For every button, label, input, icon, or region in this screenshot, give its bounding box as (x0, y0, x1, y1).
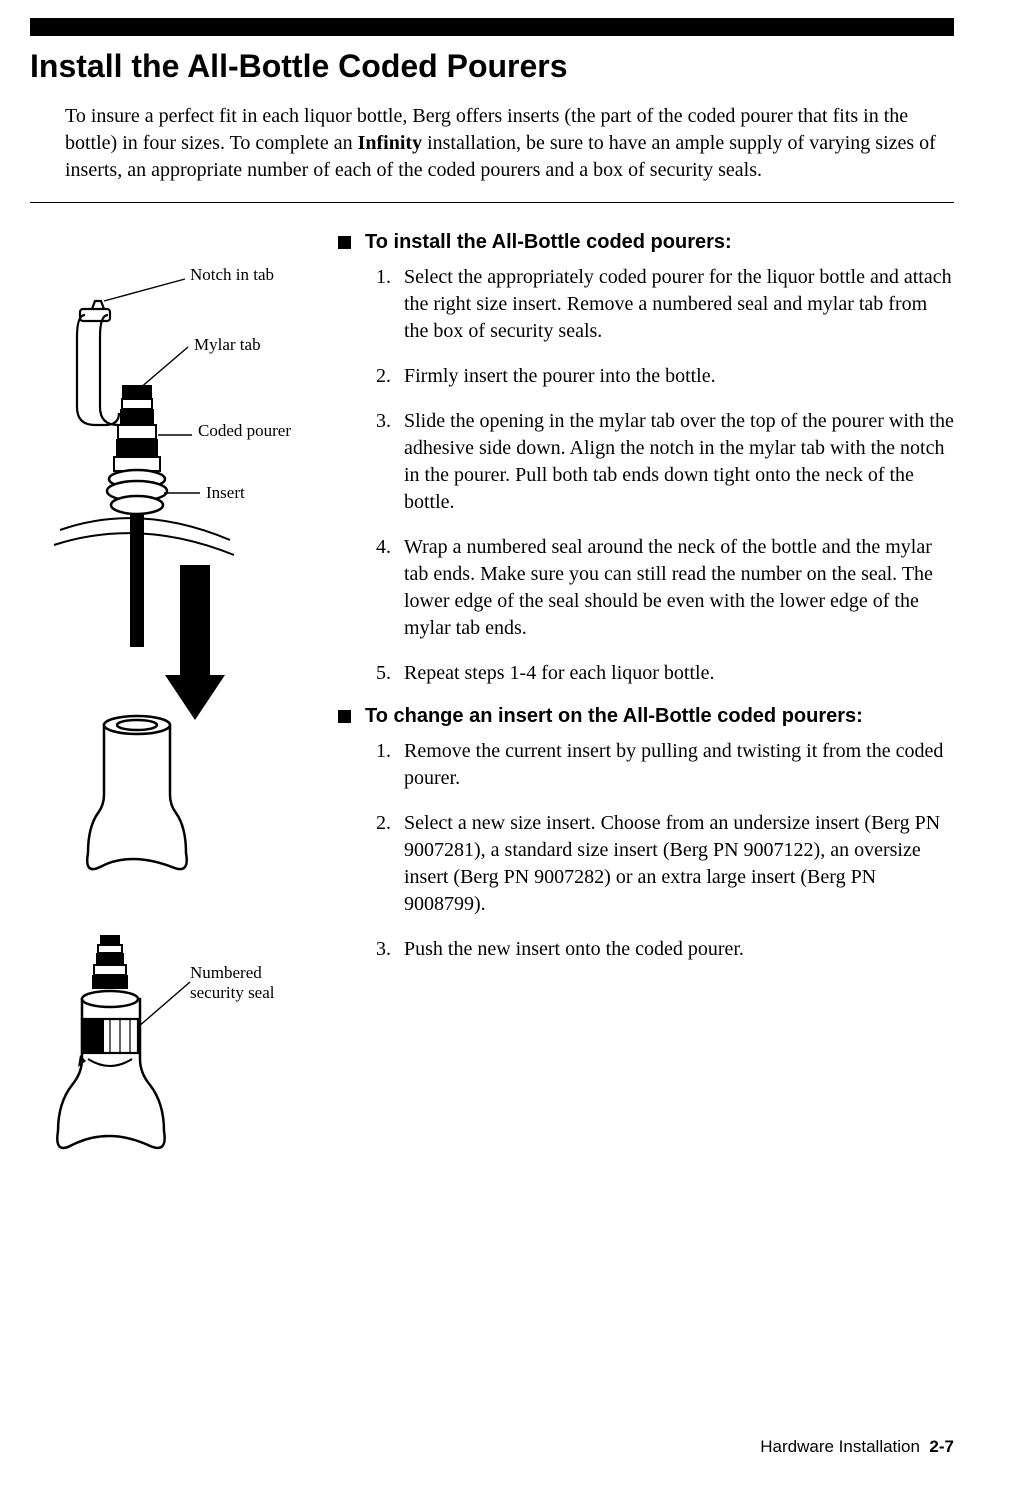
label-numbered-security-seal: Numbered security seal (190, 963, 310, 1004)
instruction-column: To install the All-Bottle coded pourers:… (338, 231, 954, 981)
step-item: Select the appropriately coded pourer fo… (396, 264, 954, 345)
pourer-assembly-svg (30, 265, 310, 905)
bullet-square-icon (338, 710, 351, 723)
bullet-square-icon (338, 236, 351, 249)
horizontal-rule (30, 202, 954, 203)
step-item: Slide the opening in the mylar tab over … (396, 408, 954, 516)
footer-section-name: Hardware Installation (760, 1437, 920, 1456)
step-item: Push the new insert onto the coded poure… (396, 936, 954, 963)
page-footer: Hardware Installation 2-7 (30, 1437, 954, 1457)
step-item: Repeat steps 1-4 for each liquor bottle. (396, 660, 954, 687)
figure-column: Notch in tab Mylar tab Coded pourer Inse… (30, 231, 310, 1217)
intro-bold-word: Infinity (358, 132, 422, 154)
label-insert: Insert (206, 483, 245, 503)
step-item: Select a new size insert. Choose from an… (396, 810, 954, 918)
section-2-steps: Remove the current insert by pulling and… (338, 738, 954, 963)
figure-security-seal: Numbered security seal (30, 927, 310, 1217)
header-black-bar (30, 18, 954, 36)
intro-paragraph: To insure a perfect fit in each liquor b… (65, 103, 954, 184)
label-coded-pourer: Coded pourer (198, 421, 291, 441)
section-1-title: To install the All-Bottle coded pourers: (365, 231, 732, 254)
step-item: Firmly insert the pourer into the bottle… (396, 363, 954, 390)
section-1-steps: Select the appropriately coded pourer fo… (338, 264, 954, 687)
section-1-heading: To install the All-Bottle coded pourers: (338, 231, 954, 254)
section-2-title: To change an insert on the All-Bottle co… (365, 705, 863, 728)
figure-pourer-assembly: Notch in tab Mylar tab Coded pourer Inse… (30, 265, 310, 905)
footer-page-number: 2-7 (929, 1437, 954, 1456)
section-2-heading: To change an insert on the All-Bottle co… (338, 705, 954, 728)
page-title: Install the All-Bottle Coded Pourers (30, 48, 954, 85)
label-mylar-tab: Mylar tab (194, 335, 261, 355)
label-notch-in-tab: Notch in tab (190, 265, 274, 285)
step-item: Wrap a numbered seal around the neck of … (396, 534, 954, 642)
step-item: Remove the current insert by pulling and… (396, 738, 954, 792)
